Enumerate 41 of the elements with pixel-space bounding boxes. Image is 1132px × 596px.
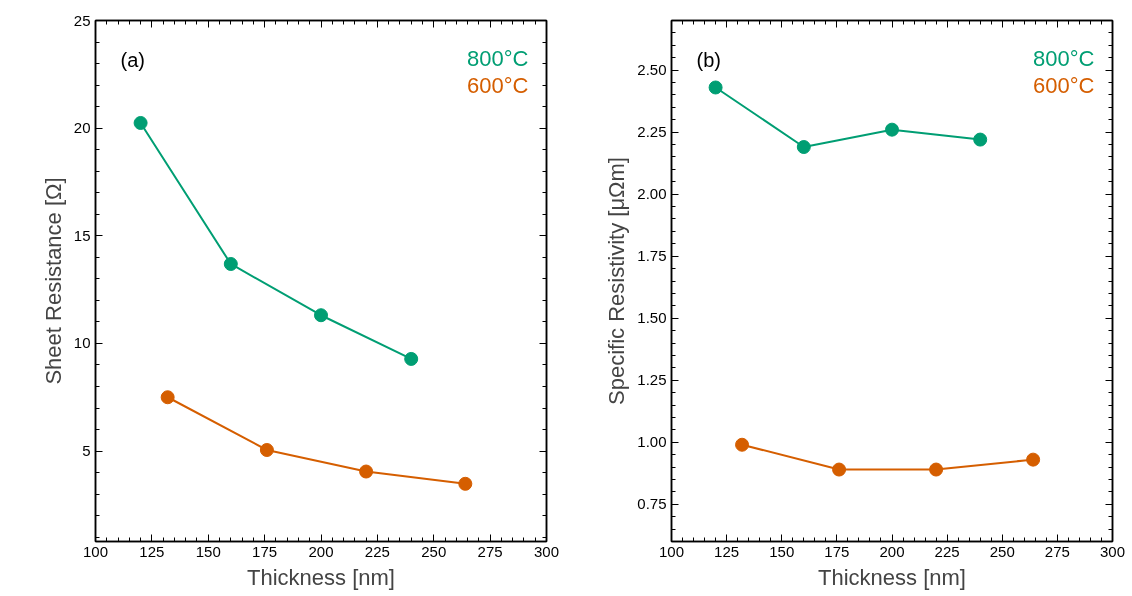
text: 600°C — [467, 72, 529, 98]
text: 800°C — [1033, 45, 1095, 71]
x-tick-label: 275 — [1044, 542, 1070, 560]
x-tick-label: 175 — [252, 542, 278, 560]
y-tick-label: 2.50 — [637, 61, 667, 79]
x-tick-label: 200 — [879, 542, 905, 560]
x-axis-title: Thickness [nm] — [247, 564, 395, 590]
y-tick-label: 1.00 — [637, 433, 667, 451]
y-tick-label: 2.00 — [637, 185, 667, 203]
x-tick-label: 250 — [989, 542, 1015, 560]
y-tick-label: 25 — [73, 11, 91, 29]
y-tick-label: 20 — [73, 119, 91, 137]
x-tick-label: 125 — [714, 542, 740, 560]
y-tick-label: 1.75 — [637, 247, 667, 265]
x-tick-label: 175 — [824, 542, 850, 560]
x-tick-label: 150 — [769, 542, 795, 560]
x-tick-label: 300 — [1099, 542, 1126, 560]
y-tick-label: 10 — [73, 334, 91, 352]
x-tick-label: 300 — [533, 542, 560, 560]
x-tick-label: 100 — [658, 542, 685, 560]
y-tick-label: 1.25 — [637, 371, 667, 389]
x-tick-label: 200 — [308, 542, 334, 560]
y-tick-label: 2.25 — [637, 123, 667, 141]
y-axis-title: Specific Resistivity [μΩm] — [604, 157, 630, 405]
y-tick-label: 5 — [82, 442, 91, 460]
x-tick-label: 225 — [934, 542, 960, 560]
x-tick-label: 275 — [477, 542, 503, 560]
x-axis-title: Thickness [nm] — [818, 564, 966, 590]
x-tick-label: 150 — [195, 542, 221, 560]
text: 800°C — [467, 45, 529, 71]
y-tick-label: 0.75 — [637, 495, 667, 513]
x-tick-label: 225 — [364, 542, 390, 560]
x-tick-label: 100 — [82, 542, 109, 560]
text: 600°C — [1033, 72, 1095, 98]
y-axis-title: Sheet Resistance [Ω] — [40, 177, 66, 385]
y-tick-label: 1.50 — [637, 309, 667, 327]
y-tick-label: 15 — [73, 226, 91, 244]
x-tick-label: 250 — [421, 542, 447, 560]
annotation: (b) — [696, 48, 721, 71]
annotation: (a) — [120, 48, 145, 71]
x-tick-label: 125 — [139, 542, 165, 560]
